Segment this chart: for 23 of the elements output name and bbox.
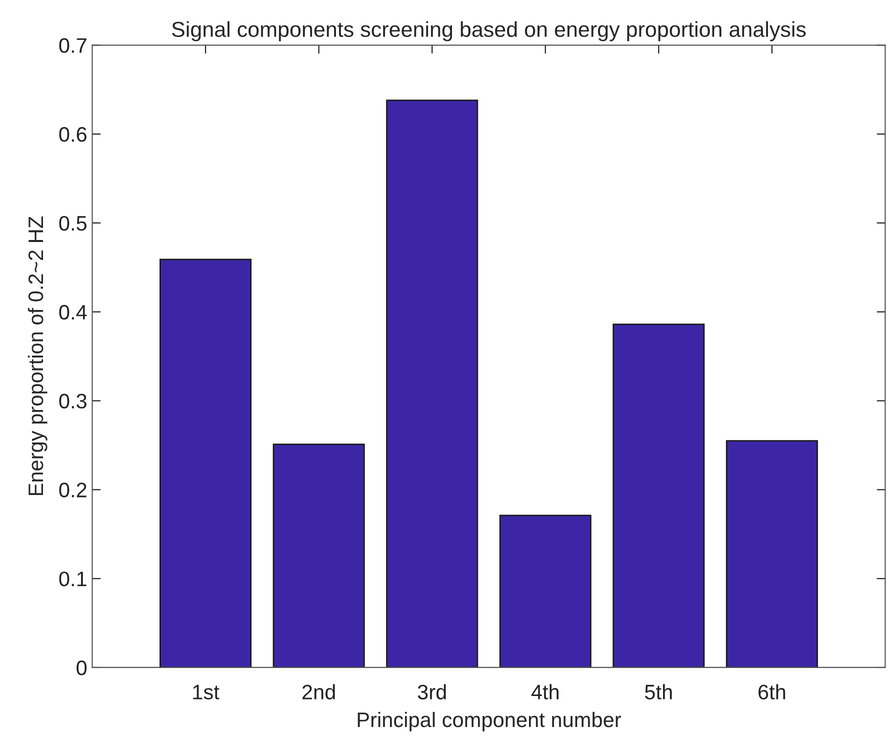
bar bbox=[499, 514, 592, 668]
y-axis-title: Energy proportion of 0.2~2 HZ bbox=[28, 216, 48, 496]
chart-title: Signal components screening based on energy proportion analysis bbox=[172, 21, 806, 42]
y-tick-label: 0 bbox=[76, 660, 87, 676]
y-tick-label: 0.4 bbox=[59, 304, 87, 320]
bar bbox=[272, 444, 365, 668]
y-tick-label: 0.7 bbox=[59, 38, 86, 53]
bar bbox=[160, 258, 252, 668]
y-tick-label: 0.5 bbox=[59, 216, 87, 231]
y-tick-label: 0.1 bbox=[59, 572, 86, 586]
bar bbox=[612, 324, 705, 668]
x-tick-label: 5th bbox=[645, 684, 672, 700]
y-tick-label: 0.3 bbox=[59, 394, 86, 409]
y-tick-label: 0.6 bbox=[59, 127, 86, 142]
x-tick-label: 4th bbox=[531, 684, 559, 700]
bar bbox=[386, 100, 478, 668]
x-tick-label: 3rd bbox=[418, 684, 446, 700]
y-tick-label: 0.2 bbox=[59, 482, 86, 498]
x-tick-label: 1st bbox=[193, 684, 220, 700]
x-tick-label: 6th bbox=[758, 684, 786, 700]
x-axis-title: Principal component number bbox=[358, 712, 621, 732]
bar bbox=[726, 440, 818, 668]
x-tick-label: 2nd bbox=[302, 684, 335, 700]
